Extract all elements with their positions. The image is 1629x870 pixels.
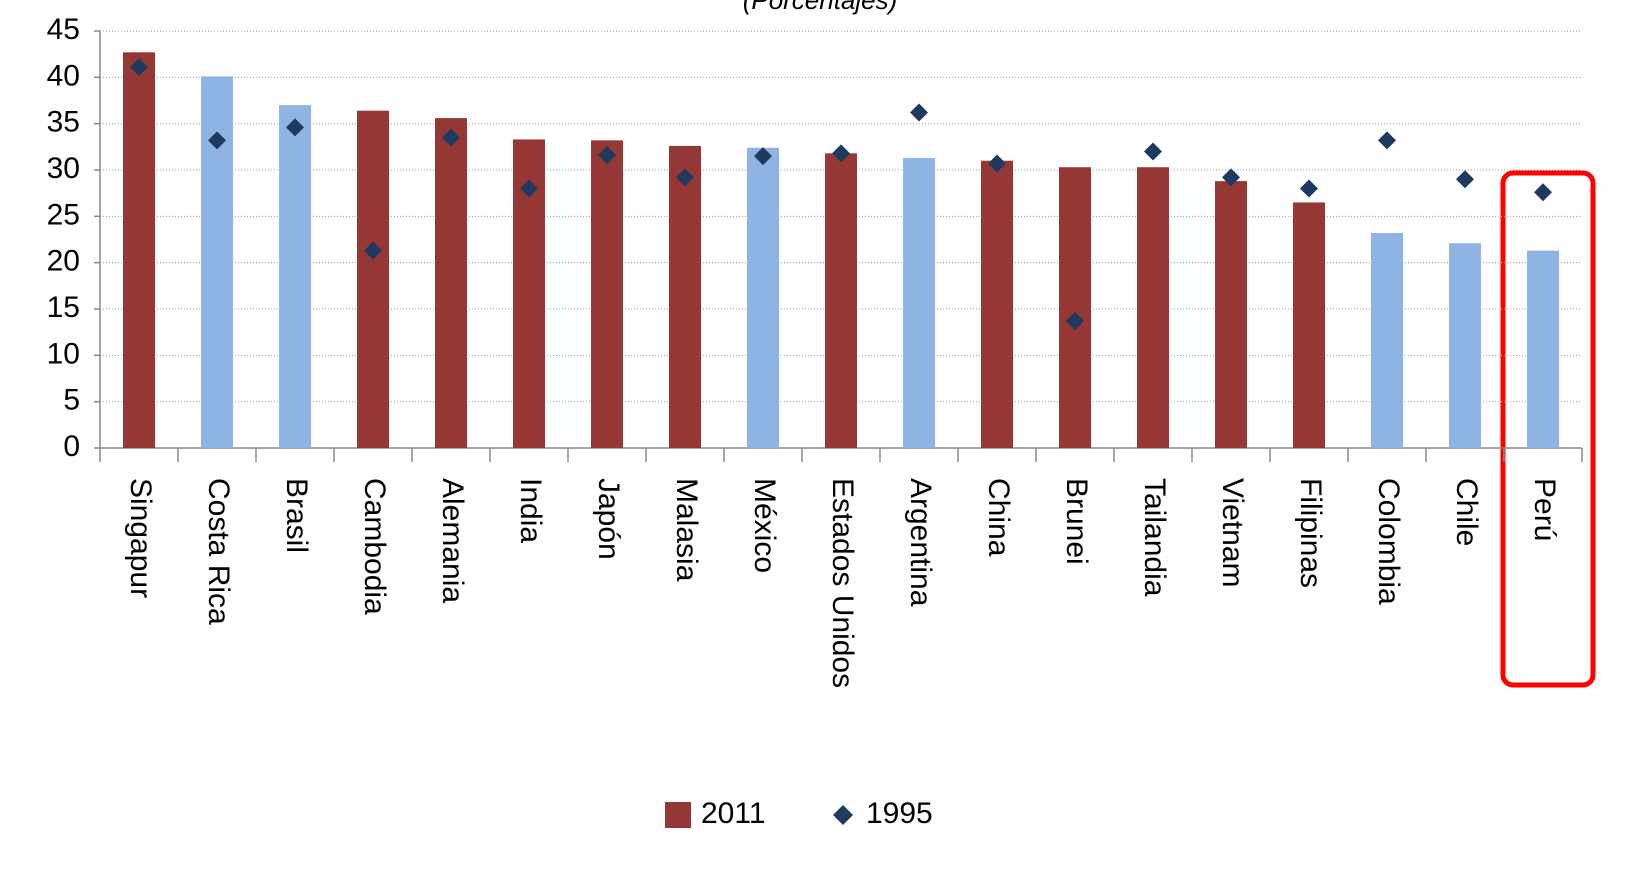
x-tick-label: Japón: [592, 478, 625, 560]
bar: [903, 157, 935, 448]
bar: [591, 140, 623, 448]
highlight-box: [1500, 170, 1596, 688]
marker: [1222, 168, 1240, 187]
marker: [754, 147, 772, 166]
marker: [1066, 312, 1084, 331]
x-tick-label: Chile: [1450, 478, 1483, 546]
marker: [1378, 131, 1396, 150]
x-tick-label: Alemania: [436, 478, 469, 603]
legend-label: 1995: [866, 797, 933, 830]
bar: [1137, 167, 1169, 448]
marker: [676, 168, 694, 187]
x-tick-label: Costa Rica: [202, 478, 235, 625]
legend-swatch: [665, 802, 691, 828]
marker: [1144, 142, 1162, 161]
legend-swatch: [833, 805, 853, 825]
x-tick-label: Malasia: [670, 478, 703, 582]
x-tick-label: Brasil: [280, 478, 313, 553]
bar: [825, 153, 857, 448]
marker: [910, 103, 928, 122]
y-tick-label: 10: [47, 337, 80, 370]
y-tick-label: 30: [47, 152, 80, 185]
x-tick-label: India: [514, 478, 547, 543]
y-tick-label: 20: [47, 245, 80, 278]
bar: [357, 110, 389, 449]
y-tick-label: 15: [47, 291, 80, 324]
marker: [1300, 179, 1318, 198]
marker: [364, 241, 382, 260]
marker: [442, 128, 460, 147]
marker: [208, 131, 226, 150]
bar: [1527, 250, 1559, 448]
y-tick-label: 45: [47, 13, 80, 46]
bar: [1293, 202, 1325, 448]
bar: [1215, 181, 1247, 448]
marker: [1456, 170, 1474, 189]
x-tick-label: Estados Unidos: [826, 478, 859, 688]
bar: [279, 105, 311, 448]
marker: [832, 144, 850, 163]
bar: [1371, 233, 1403, 448]
y-tick-label: 40: [47, 59, 80, 92]
y-tick-label: 25: [47, 198, 80, 231]
bar: [435, 118, 467, 449]
x-tick-label: México: [748, 478, 781, 573]
bar: [981, 160, 1013, 448]
x-tick-label: Filipinas: [1294, 478, 1327, 588]
bar: [123, 52, 155, 449]
marker: [988, 154, 1006, 173]
marker: [286, 118, 304, 137]
marker: [598, 146, 616, 165]
x-tick-label: Perú: [1528, 478, 1561, 541]
bar: [669, 145, 701, 448]
bar: [1059, 167, 1091, 448]
x-tick-label: Brunei: [1060, 478, 1093, 565]
x-tick-label: Colombia: [1372, 478, 1405, 605]
y-tick-label: 35: [47, 106, 80, 139]
marker: [520, 179, 538, 198]
bar: [1449, 243, 1481, 448]
chart-subtitle: (Porcentajes): [743, 0, 898, 15]
legend-label: 2011: [701, 797, 766, 830]
x-tick-label: Vietnam: [1216, 478, 1249, 588]
x-tick-label: Cambodia: [358, 478, 391, 615]
x-tick-label: Tailandia: [1138, 478, 1171, 597]
x-tick-label: China: [982, 478, 1015, 557]
y-tick-label: 5: [63, 384, 80, 417]
marker: [130, 58, 148, 77]
bar: [747, 147, 779, 448]
x-tick-label: Singapur: [124, 478, 157, 598]
marker: [1534, 183, 1552, 202]
y-tick-label: 0: [63, 430, 80, 463]
x-tick-label: Argentina: [904, 478, 937, 607]
